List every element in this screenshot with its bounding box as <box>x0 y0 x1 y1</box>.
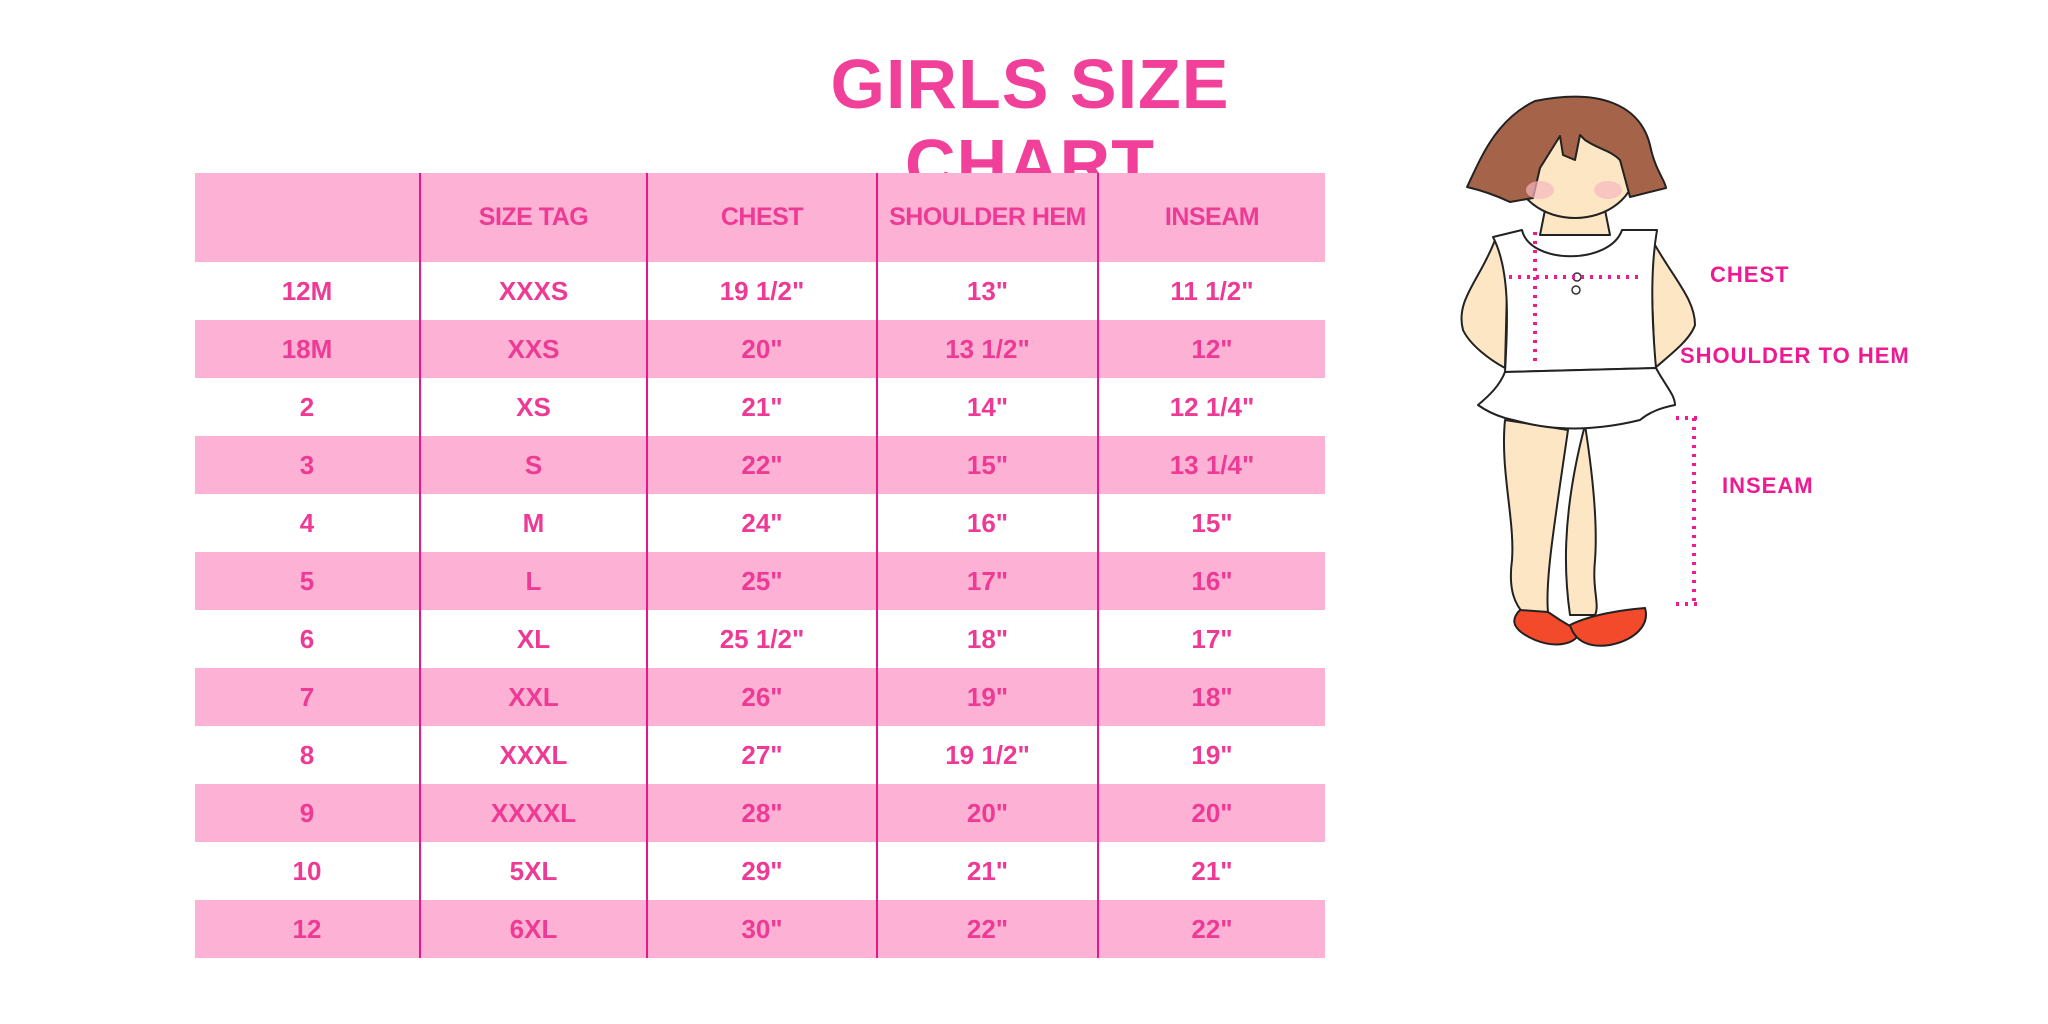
skirt <box>1477 367 1676 430</box>
column-header: SHOULDER HEM <box>876 173 1098 262</box>
table-cell: 21" <box>876 842 1098 900</box>
table-cell: 25" <box>646 552 877 610</box>
measurement-lines <box>1509 232 1703 606</box>
table-cell: 4 <box>299 507 315 538</box>
table-cell: XS <box>419 378 647 436</box>
table-cell: XXS <box>419 320 647 378</box>
table-cell: 19 1/2" <box>646 262 877 320</box>
table-row: 12 6XL 30" 22" 22" <box>195 900 1325 958</box>
table-cell: 14" <box>876 378 1098 436</box>
table-cell: 28" <box>646 784 877 842</box>
table-cell: 19 1/2" <box>876 726 1098 784</box>
table-cell: 19" <box>1097 726 1325 784</box>
column-header: CHEST <box>646 173 877 262</box>
table-cell: 12 <box>195 900 420 958</box>
table-cell: 27" <box>646 726 877 784</box>
table-cell: 12 1/4" <box>1097 378 1325 436</box>
left-arm <box>1460 239 1509 369</box>
column-header <box>195 173 420 262</box>
table-cell: 22" <box>876 900 1098 958</box>
table-cell: 18M <box>195 320 420 378</box>
table-cell: M <box>419 494 647 552</box>
hair <box>1466 95 1667 203</box>
shoulder-to-hem-label: SHOULDER TO HEM <box>1680 343 1910 368</box>
table-cell: XXXXL <box>419 784 647 842</box>
column-header: INSEAM <box>1097 173 1325 262</box>
table-cell: 20" <box>646 320 877 378</box>
table-cell: 11 1/2" <box>1097 262 1325 320</box>
table-cell: 24" <box>646 494 877 552</box>
table-cell: 17" <box>1097 610 1325 668</box>
table-row: 18M XXS 20" 13 1/2" 12" <box>195 320 1325 378</box>
table-cell: 2 <box>299 391 315 422</box>
chest-label: CHEST <box>1710 262 1790 287</box>
table-cell: 13" <box>876 262 1098 320</box>
right-arm <box>1649 244 1696 369</box>
table-row: 8 XXXL 27" 19 1/2" 19" <box>195 726 1325 784</box>
table-cell: 5 <box>195 552 420 610</box>
table-row: 10 5XL 29" 21" 21" <box>195 842 1325 900</box>
shirt <box>1492 229 1658 373</box>
table-cell: 22" <box>646 436 877 494</box>
table-cell: 20" <box>1097 784 1325 842</box>
table-cell: 3 <box>195 436 420 494</box>
table-cell: 8 <box>299 739 315 770</box>
table-cell: 13 1/2" <box>876 320 1098 378</box>
table-cell: 17" <box>876 552 1098 610</box>
table-cell: 21" <box>1097 842 1325 900</box>
right-shoe <box>1569 607 1647 647</box>
table-row: 6 XL 25 1/2" 18" 17" <box>195 610 1325 668</box>
table-cell: 5XL <box>419 842 647 900</box>
table-cell: 19" <box>876 668 1098 726</box>
table-cell: 15" <box>876 436 1098 494</box>
table-cell: 16" <box>876 494 1098 552</box>
table-cell: 12" <box>1097 320 1325 378</box>
table-cell: XL <box>419 610 647 668</box>
table-cell: 10 <box>292 855 322 886</box>
size-chart-table: SIZE TAG CHEST SHOULDER HEM INSEAM 12M XXXS 1… <box>195 173 1325 958</box>
table-cell: 30" <box>646 900 877 958</box>
table-cell: 6 <box>299 623 315 654</box>
table-cell: XXXS <box>419 262 647 320</box>
table-cell: 6XL <box>419 900 647 958</box>
table-cell: S <box>419 436 647 494</box>
table-cell: 21" <box>646 378 877 436</box>
column-header: SIZE TAG <box>419 173 647 262</box>
left-leg <box>1502 419 1569 616</box>
inseam-label: INSEAM <box>1722 473 1814 498</box>
table-cell: 20" <box>876 784 1098 842</box>
table-cell: 12M <box>281 275 333 306</box>
table-cell: 16" <box>1097 552 1325 610</box>
table-cell: XXXL <box>419 726 647 784</box>
table-cell: 18" <box>1097 668 1325 726</box>
table-cell: 9 <box>195 784 420 842</box>
table-cell: 7 <box>195 668 420 726</box>
table-row: 5 L 25" 17" 16" <box>195 552 1325 610</box>
table-cell: L <box>419 552 647 610</box>
table-cell: 29" <box>646 842 877 900</box>
table-header-row: SIZE TAG CHEST SHOULDER HEM INSEAM <box>195 173 1325 262</box>
table-row: 9 XXXXL 28" 20" 20" <box>195 784 1325 842</box>
table-cell: 22" <box>1097 900 1325 958</box>
table-cell: XXL <box>419 668 647 726</box>
table-cell: 26" <box>646 668 877 726</box>
table-row: 7 XXL 26" 19" 18" <box>195 668 1325 726</box>
table-cell: 13 1/4" <box>1097 436 1325 494</box>
table-row: 4 M 24" 16" 15" <box>195 494 1325 552</box>
table-row: 3 S 22" 15" 13 1/4" <box>195 436 1325 494</box>
table-row: 12M XXXS 19 1/2" 13" 11 1/2" <box>195 262 1325 320</box>
table-row: 2 XS 21" 14" 12 1/4" <box>195 378 1325 436</box>
right-leg <box>1564 424 1598 616</box>
page-title: GIRLS SIZE CHART <box>830 45 1230 203</box>
table-cell: 15" <box>1097 494 1325 552</box>
table-cell: 25 1/2" <box>646 610 877 668</box>
table-cell: 18" <box>876 610 1098 668</box>
